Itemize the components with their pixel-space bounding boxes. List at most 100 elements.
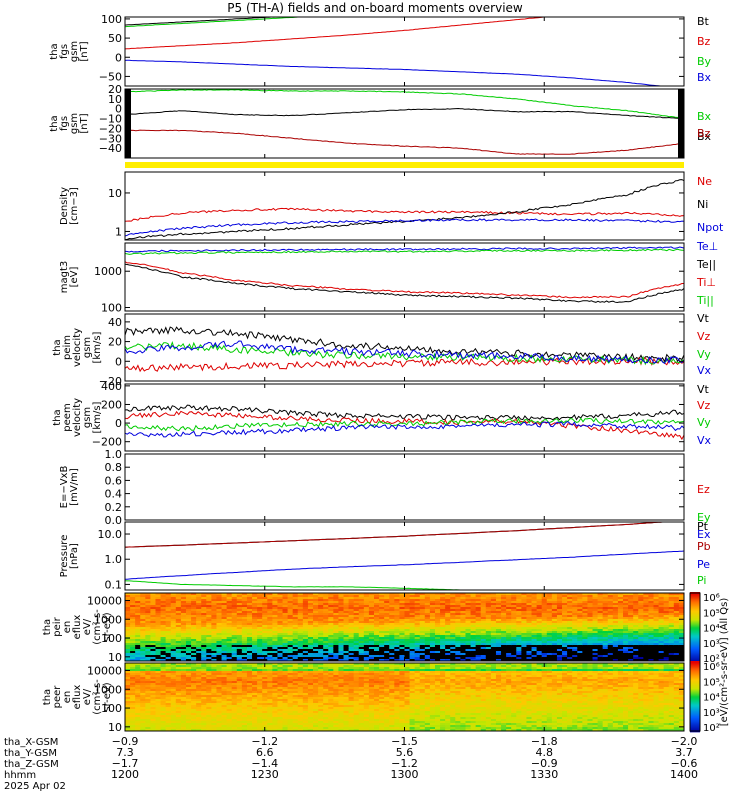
x-tick-label: 1200 (111, 768, 139, 781)
y-axis-label: tha (49, 115, 60, 131)
colorbar-tick: 10⁴ (703, 624, 720, 635)
legend-entry: Bz (697, 35, 711, 48)
y-tick-label: 1000 (94, 613, 122, 626)
legend-entry: Vz (697, 399, 711, 412)
x-tick-label: −1.2 (251, 735, 278, 748)
series-line-vt (125, 404, 684, 421)
series-line-te (125, 263, 684, 304)
y-tick-label: 0.8 (105, 461, 123, 474)
legend-entry: Te⊥ (696, 240, 718, 253)
y-tick-label: 20 (108, 83, 122, 96)
series-line-vy (125, 340, 684, 366)
y-axis-label: eflux (72, 685, 83, 710)
y-axis-label: en (62, 691, 73, 704)
colorbar-tick: 10² (703, 723, 720, 734)
x-tick-label: −1.7 (112, 757, 139, 770)
x-tick-label: −0.9 (112, 735, 139, 748)
legend-entry: Bt (697, 15, 710, 28)
series-line-vt (125, 326, 684, 363)
y-tick-label: 0 (115, 355, 122, 368)
legend-entry: Pe (697, 558, 710, 571)
figure-title: P5 (TH-A) fields and on-board moments ov… (227, 1, 523, 15)
y-tick-label: 40 (108, 316, 122, 329)
colorbar-label: [eV/(cm²-s-sr-eV)] (All Qs) (719, 598, 730, 727)
y-axis-label: gsm (82, 407, 93, 428)
legend-entry: Vt (697, 312, 710, 325)
series-line-vz (125, 356, 684, 373)
x-tick-label: −1.8 (531, 735, 558, 748)
colorbar (689, 592, 701, 732)
legend-entry: Ex (697, 528, 711, 541)
y-axis-label: fgs (59, 44, 70, 59)
y-axis-label: tha (42, 619, 53, 635)
colorbar-tick: 10⁴ (703, 693, 720, 704)
series-line-pe (125, 550, 684, 580)
y-tick-label: 0.4 (105, 488, 123, 501)
y-tick-label: −200 (92, 436, 122, 449)
x-tick-label: 3.7 (675, 746, 693, 759)
y-axis-label: velocity (72, 328, 83, 367)
y-tick-label: 0.1 (105, 578, 123, 591)
y-tick-label: 10000 (87, 664, 122, 677)
panel-frame (124, 313, 685, 382)
x-tick-label: −0.9 (531, 757, 558, 770)
x-tick-label: 1300 (391, 768, 419, 781)
series-line-bx (125, 89, 684, 120)
y-tick-label: 100 (101, 301, 122, 314)
legend-entry: Bz (697, 127, 711, 140)
y-axis-label: peem (62, 403, 73, 431)
x-row-label: tha_Z-GSM (4, 759, 59, 770)
y-tick-label: 1.0 (105, 553, 123, 566)
legend-entry: Bx (697, 130, 712, 143)
y-axis-label: [nT] (79, 41, 90, 61)
y-tick-label: −50 (99, 70, 122, 83)
y-tick-label: −20 (99, 122, 122, 135)
x-tick-label: −1.5 (391, 735, 418, 748)
y-axis-label: [nPa] (69, 543, 80, 569)
y-tick-label: −30 (99, 132, 122, 145)
y-axis-label: [km/s] (92, 401, 103, 433)
y-tick-label: 20 (108, 336, 122, 349)
x-row-label: tha_X-GSM (4, 737, 58, 748)
legend-entry: Vx (697, 364, 712, 377)
series-line-vy (125, 417, 684, 432)
series-line-ti (125, 261, 684, 299)
legend-entry: Ez (697, 483, 710, 496)
legend-entry: Npot (697, 221, 724, 234)
series-line-by (125, 17, 306, 28)
y-axis-label: E=−VxB (59, 466, 70, 509)
y-axis-label: tha (52, 409, 63, 425)
y-axis-label: tha (49, 43, 60, 59)
series-line-vz (125, 410, 684, 441)
y-tick-label: 400 (101, 380, 122, 393)
legend-entry: Ni (697, 198, 708, 211)
panel-frame (124, 171, 685, 241)
x-tick-label: −1.4 (251, 757, 278, 770)
y-axis-label: [km/s] (92, 331, 103, 363)
legend-entry: Vz (697, 330, 711, 343)
legend-entry: Ey (697, 511, 711, 524)
y-tick-label: 0.0 (105, 514, 123, 527)
colorbar-tick: 10³ (703, 639, 720, 650)
x-row-label: tha_Y-GSM (4, 748, 57, 759)
legend-entry: Pi (697, 574, 706, 587)
series-line-bx (125, 107, 684, 120)
series-line-bz (125, 17, 551, 50)
y-axis-label: Density (59, 187, 70, 225)
x-tick-label: −0.6 (671, 757, 698, 770)
series-line-vx (125, 340, 684, 365)
y-axis-label: [eV] (69, 267, 80, 288)
y-tick-label: 1000 (94, 683, 122, 696)
series-line-te (125, 246, 684, 253)
y-axis-label: [nT] (79, 113, 90, 133)
y-tick-label: −20 (99, 375, 122, 388)
y-tick-label: 10 (108, 187, 122, 200)
x-tick-label: 7.3 (116, 746, 134, 759)
y-tick-label: −40 (99, 142, 122, 155)
x-tick-label: 1230 (251, 768, 279, 781)
y-axis-label: tha (52, 339, 63, 355)
y-tick-label: 10000 (87, 594, 122, 607)
series-line-ne (125, 207, 684, 222)
y-tick-label: 100 (101, 13, 122, 26)
